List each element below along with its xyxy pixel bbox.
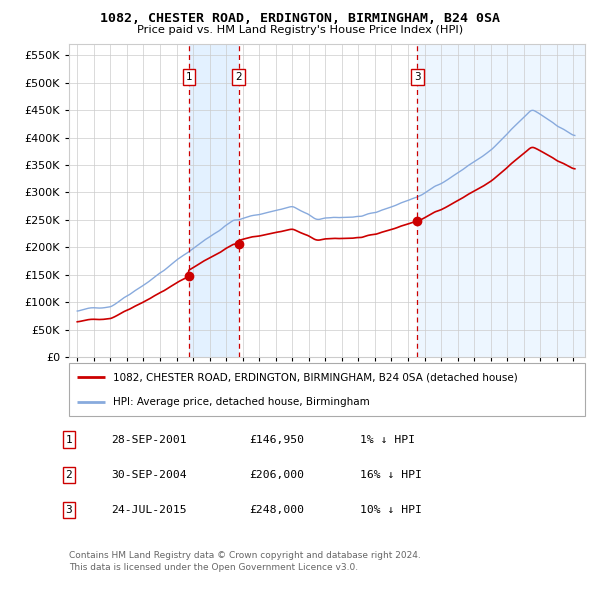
Text: 3: 3 [65,506,73,515]
Text: £206,000: £206,000 [249,470,304,480]
Text: 2: 2 [235,72,242,82]
Text: £248,000: £248,000 [249,506,304,515]
Text: HPI: Average price, detached house, Birmingham: HPI: Average price, detached house, Birm… [113,396,370,407]
Bar [417,44,585,357]
Text: 10% ↓ HPI: 10% ↓ HPI [360,506,422,515]
Bar [189,44,239,357]
Text: 16% ↓ HPI: 16% ↓ HPI [360,470,422,480]
Text: Price paid vs. HM Land Registry's House Price Index (HPI): Price paid vs. HM Land Registry's House … [137,25,463,35]
Text: 1% ↓ HPI: 1% ↓ HPI [360,435,415,444]
Text: 1: 1 [65,435,73,444]
Text: This data is licensed under the Open Government Licence v3.0.: This data is licensed under the Open Gov… [69,563,358,572]
Text: Contains HM Land Registry data © Crown copyright and database right 2024.: Contains HM Land Registry data © Crown c… [69,551,421,560]
Text: 1082, CHESTER ROAD, ERDINGTON, BIRMINGHAM, B24 0SA: 1082, CHESTER ROAD, ERDINGTON, BIRMINGHA… [100,12,500,25]
Text: 1082, CHESTER ROAD, ERDINGTON, BIRMINGHAM, B24 0SA (detached house): 1082, CHESTER ROAD, ERDINGTON, BIRMINGHA… [113,372,518,382]
Text: 30-SEP-2004: 30-SEP-2004 [111,470,187,480]
Text: 28-SEP-2001: 28-SEP-2001 [111,435,187,444]
Text: 3: 3 [414,72,421,82]
Text: £146,950: £146,950 [249,435,304,444]
FancyBboxPatch shape [69,363,585,416]
Text: 1: 1 [185,72,192,82]
Text: 2: 2 [65,470,73,480]
Text: 24-JUL-2015: 24-JUL-2015 [111,506,187,515]
